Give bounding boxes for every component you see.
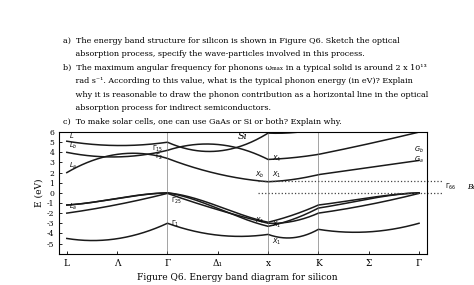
Y-axis label: E (eV): E (eV) <box>35 179 44 207</box>
Text: absorption process, specify the wave-particles involved in this process.: absorption process, specify the wave-par… <box>63 50 365 58</box>
Text: $X_1$: $X_1$ <box>272 220 282 230</box>
Text: $L_a$: $L_a$ <box>69 202 78 212</box>
Text: Band Gap: Band Gap <box>467 183 474 191</box>
Text: Figure Q6. Energy band diagram for silicon: Figure Q6. Energy band diagram for silic… <box>137 273 337 282</box>
Text: $X_1$: $X_1$ <box>272 170 282 180</box>
Text: absorption process for indirect semiconductors.: absorption process for indirect semicond… <box>63 104 271 112</box>
Text: $G_b$: $G_b$ <box>414 145 424 155</box>
Text: Si: Si <box>238 132 248 141</box>
Text: $X_b$: $X_b$ <box>255 170 264 180</box>
Text: $\Gamma_{15}$: $\Gamma_{15}$ <box>152 144 164 154</box>
Text: $\Gamma_{25}$: $\Gamma_{25}$ <box>172 196 182 206</box>
Text: $\Gamma_1$: $\Gamma_1$ <box>172 219 180 229</box>
Text: $L_a$: $L_a$ <box>69 161 78 171</box>
Text: $\Gamma_{66}$: $\Gamma_{66}$ <box>445 182 456 192</box>
Text: a)  The energy band structure for silicon is shown in Figure Q6. Sketch the opti: a) The energy band structure for silicon… <box>63 36 400 44</box>
Text: $\Gamma_2$: $\Gamma_2$ <box>155 152 164 162</box>
Text: $L$: $L$ <box>69 131 74 140</box>
Text: $X_4$: $X_4$ <box>255 216 264 226</box>
Text: $L_b$: $L_b$ <box>69 141 78 151</box>
Text: b)  The maximum angular frequency for phonons ωₘₐₓ in a typical solid is around : b) The maximum angular frequency for pho… <box>63 64 427 72</box>
Text: $X_4$: $X_4$ <box>272 153 282 164</box>
Text: c)  To make solar cells, one can use GaAs or Si or both? Explain why.: c) To make solar cells, one can use GaAs… <box>63 118 342 126</box>
Text: $G_a$: $G_a$ <box>414 154 424 164</box>
Text: rad s⁻¹. According to this value, what is the typical phonon energy (in eV)? Exp: rad s⁻¹. According to this value, what i… <box>63 77 413 85</box>
Text: $X_1$: $X_1$ <box>272 236 282 247</box>
Text: why it is reasonable to draw the phonon contribution as a horizontal line in the: why it is reasonable to draw the phonon … <box>63 91 428 99</box>
